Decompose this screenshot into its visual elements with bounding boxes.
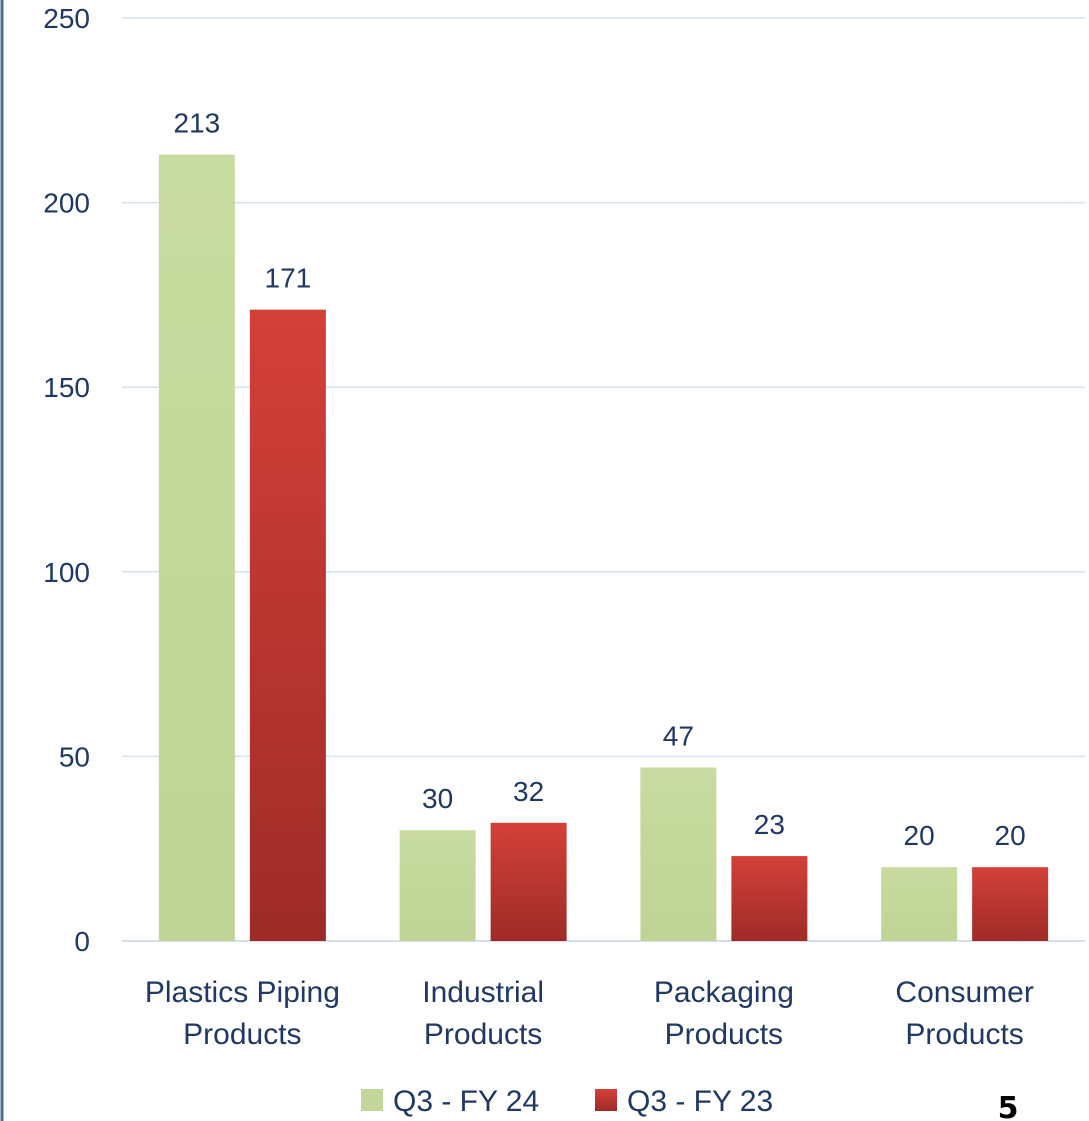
bar xyxy=(158,154,235,941)
bar xyxy=(972,867,1049,941)
page-number: 5 xyxy=(998,1091,1019,1121)
category-labels: Plastics Piping Products Industrial Product… xyxy=(145,976,1034,1051)
y-tick-label: 100 xyxy=(43,557,90,588)
bar xyxy=(881,867,958,941)
bar xyxy=(640,767,717,941)
y-tick-label: 50 xyxy=(59,741,90,772)
bar xyxy=(249,309,326,942)
category-label: Industrial xyxy=(422,976,544,1009)
y-tick-label: 250 xyxy=(43,3,90,34)
category-label: Products xyxy=(665,1018,783,1051)
legend-swatch xyxy=(595,1089,617,1111)
legend: Q3 - FY 24 Q3 - FY 23 xyxy=(361,1085,773,1118)
bars xyxy=(158,154,1049,942)
y-tick-label: 0 xyxy=(74,926,90,957)
data-label: 47 xyxy=(663,720,694,751)
data-labels: 213 171 30 32 47 23 20 20 xyxy=(174,108,1026,852)
data-label: 20 xyxy=(904,820,935,851)
data-label: 23 xyxy=(754,809,785,840)
category-label: Plastics Piping xyxy=(145,976,340,1009)
category-label: Products xyxy=(905,1018,1023,1051)
data-label: 20 xyxy=(995,820,1026,851)
legend-swatch xyxy=(361,1089,383,1111)
y-tick-label: 200 xyxy=(43,188,90,219)
y-axis-ticks: 0 50 100 150 200 250 xyxy=(43,3,90,957)
category-label: Packaging xyxy=(654,976,794,1009)
legend-label: Q3 - FY 24 xyxy=(393,1085,539,1118)
legend-label: Q3 - FY 23 xyxy=(627,1085,773,1118)
data-label: 213 xyxy=(174,108,221,139)
category-label: Consumer xyxy=(895,976,1033,1009)
bar xyxy=(490,822,567,941)
data-label: 171 xyxy=(265,263,312,294)
bar xyxy=(399,830,476,941)
category-label: Products xyxy=(183,1018,301,1051)
bar xyxy=(731,856,808,941)
y-tick-label: 150 xyxy=(43,372,90,403)
category-label: Products xyxy=(424,1018,542,1051)
data-label: 30 xyxy=(422,783,453,814)
data-label: 32 xyxy=(513,776,544,807)
